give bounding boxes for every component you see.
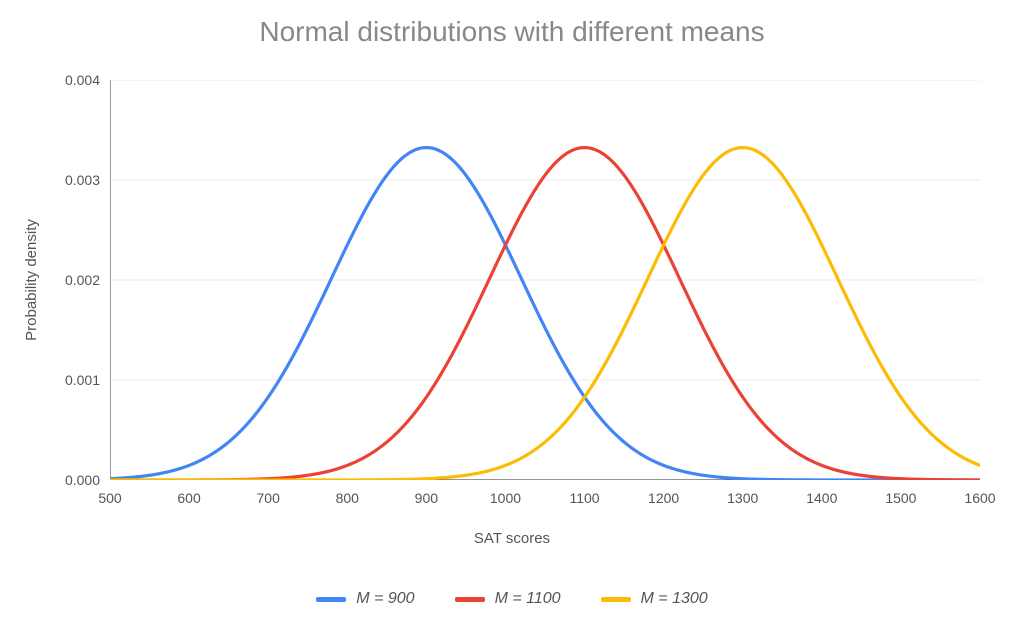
- y-tick-label: 0.004: [65, 72, 100, 88]
- x-tick-label: 1500: [885, 490, 916, 506]
- legend-swatch: [455, 597, 485, 602]
- plot-area: [110, 80, 980, 480]
- x-tick-label: 500: [98, 490, 121, 506]
- x-tick-label: 700: [256, 490, 279, 506]
- legend-label: M = 1100: [495, 590, 561, 608]
- legend-label: M = 900: [356, 590, 414, 608]
- y-tick-label: 0.000: [65, 472, 100, 488]
- x-tick-label: 1000: [490, 490, 521, 506]
- y-tick-label: 0.002: [65, 272, 100, 288]
- y-tick-label: 0.003: [65, 172, 100, 188]
- y-tick-label: 0.001: [65, 372, 100, 388]
- x-tick-label: 1300: [727, 490, 758, 506]
- legend-item-1: M = 1100: [455, 590, 561, 608]
- legend-item-0: M = 900: [316, 590, 414, 608]
- legend-item-2: M = 1300: [601, 590, 708, 608]
- legend: M = 900 M = 1100 M = 1300: [0, 590, 1024, 608]
- chart-title: Normal distributions with different mean…: [0, 16, 1024, 48]
- x-tick-label: 1600: [964, 490, 995, 506]
- x-tick-label: 600: [177, 490, 200, 506]
- y-axis-label: Probability density: [23, 219, 40, 341]
- legend-label: M = 1300: [641, 590, 708, 608]
- x-tick-label: 900: [415, 490, 438, 506]
- legend-swatch: [316, 597, 346, 602]
- plot-svg: [110, 80, 980, 480]
- x-tick-label: 1200: [648, 490, 679, 506]
- chart-container: Normal distributions with different mean…: [0, 0, 1024, 633]
- x-tick-label: 1400: [806, 490, 837, 506]
- x-tick-label: 800: [336, 490, 359, 506]
- x-axis-label: SAT scores: [0, 530, 1024, 547]
- x-tick-label: 1100: [569, 490, 599, 506]
- legend-swatch: [601, 597, 631, 602]
- series-line-0: [110, 148, 980, 480]
